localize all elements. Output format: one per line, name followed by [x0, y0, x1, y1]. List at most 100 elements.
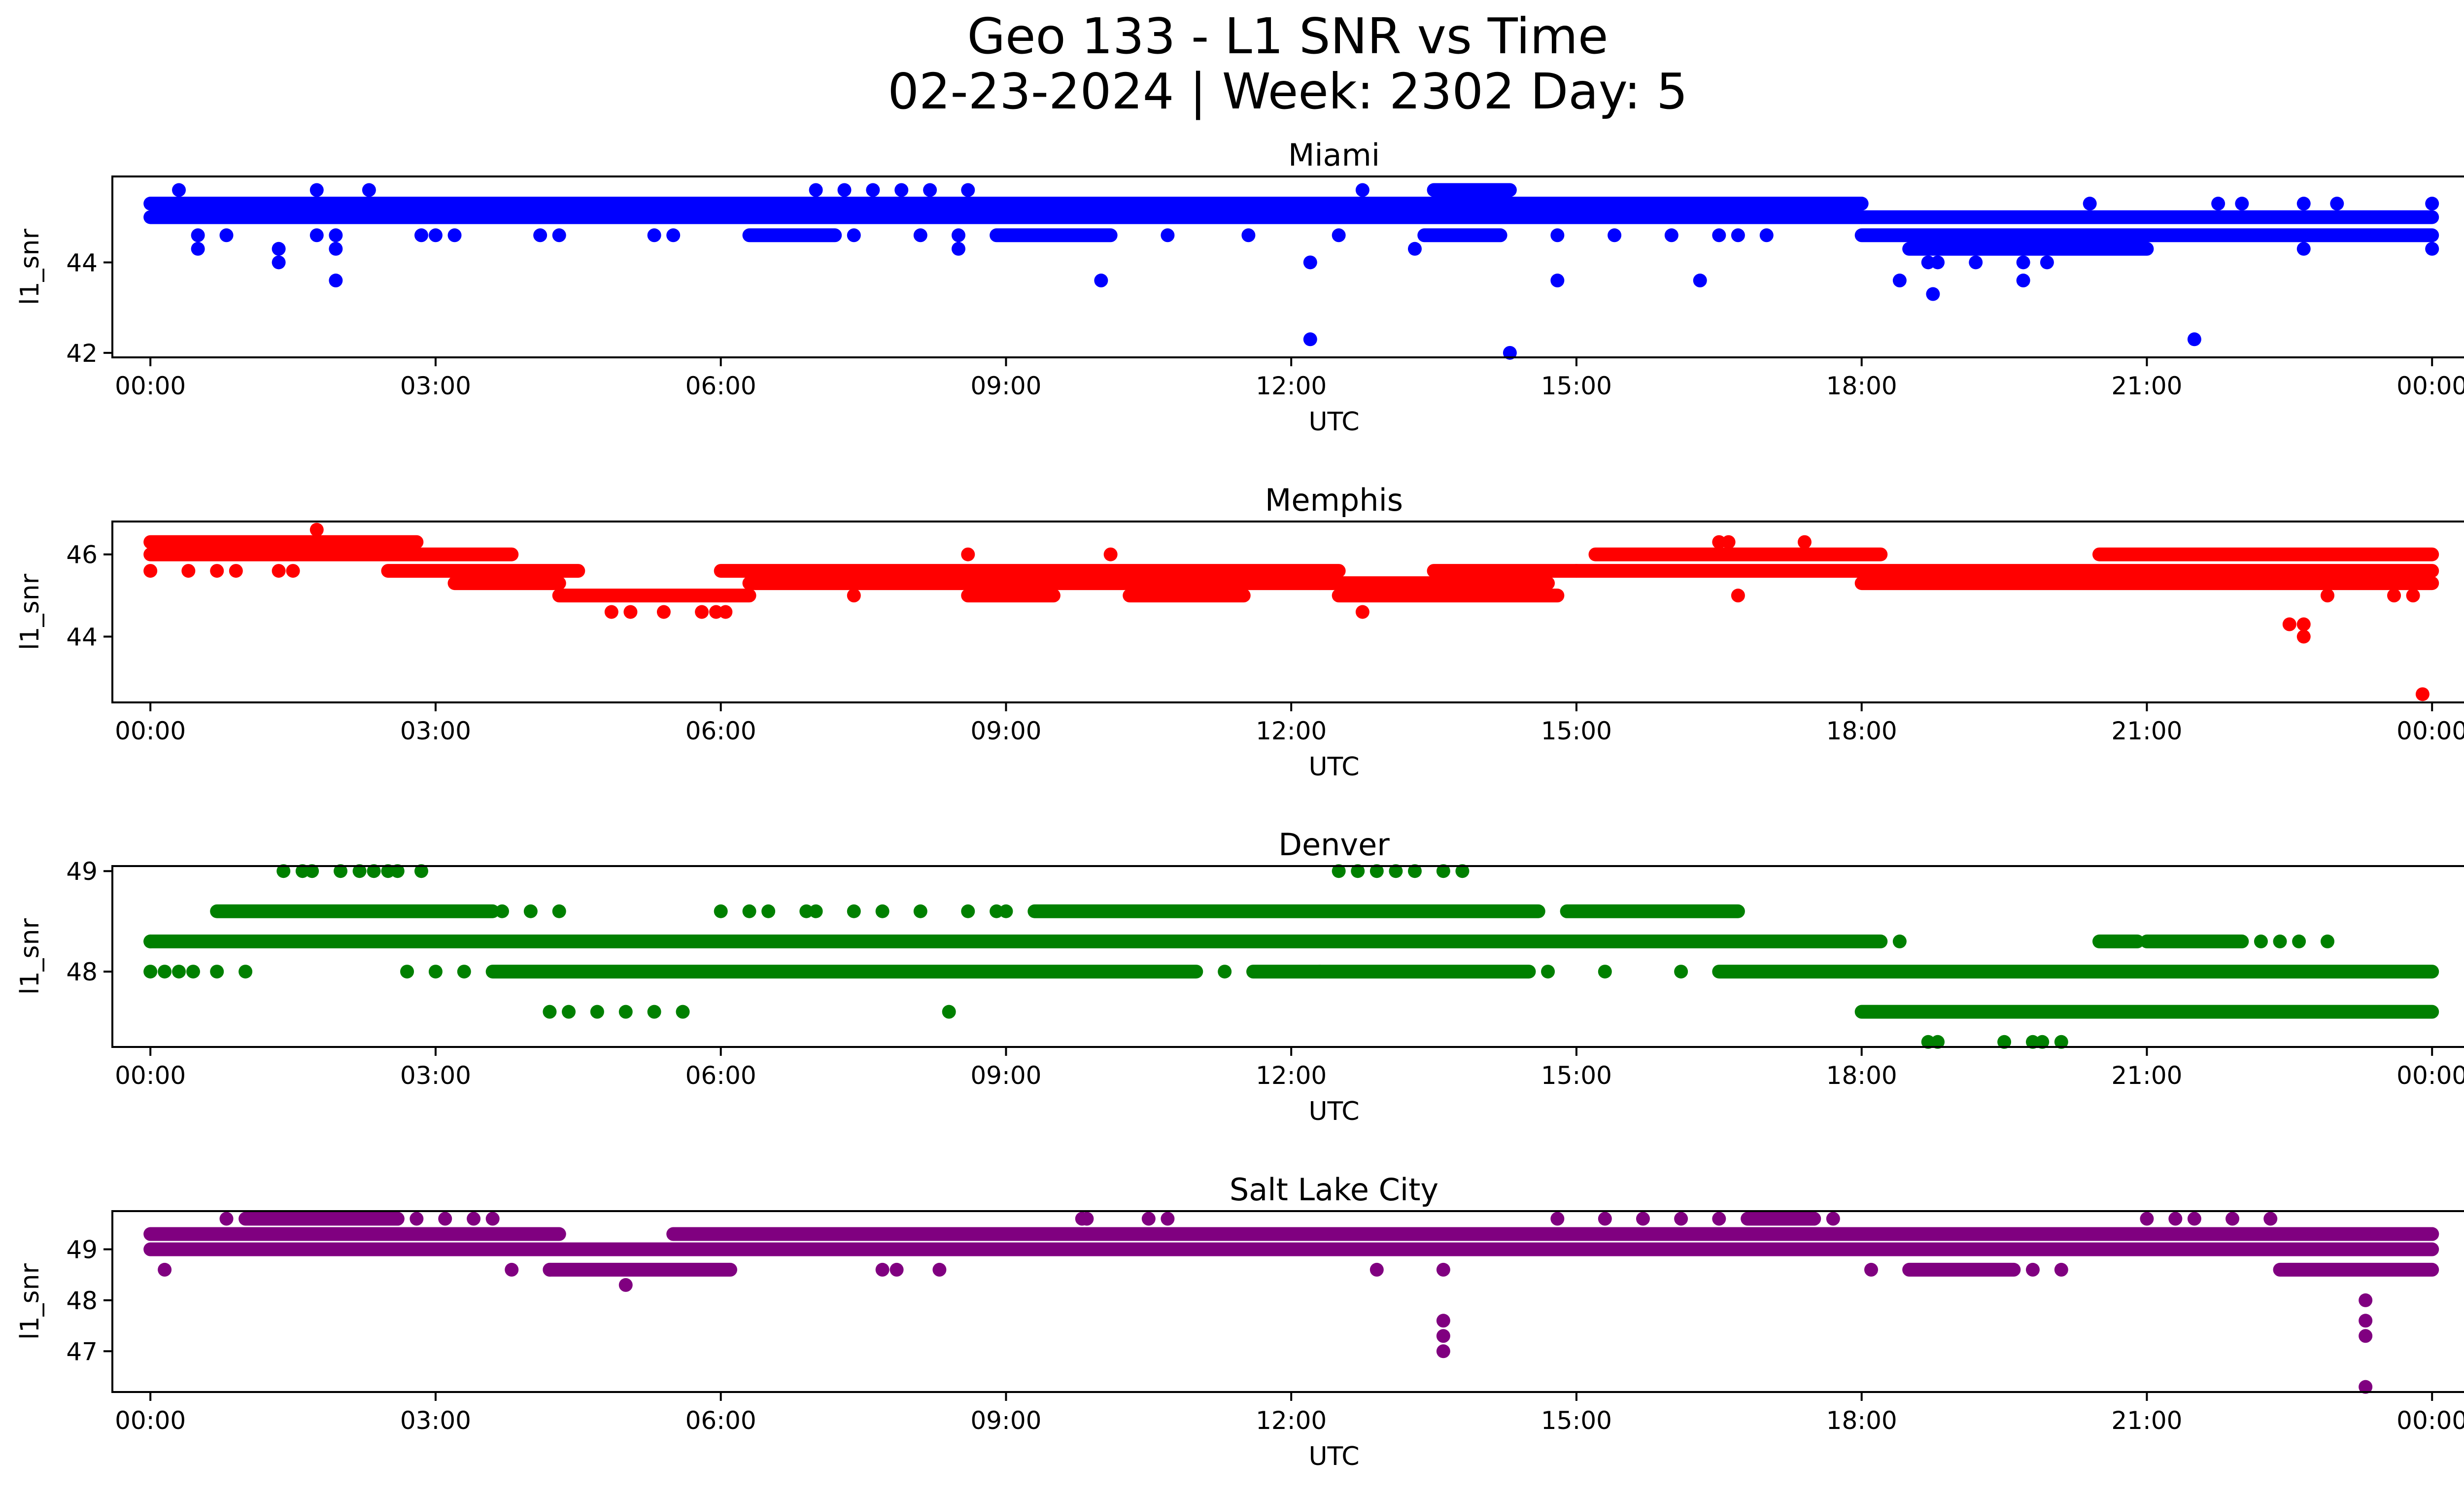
data-point	[438, 1212, 452, 1226]
data-point	[666, 228, 681, 243]
data-point	[400, 965, 414, 979]
data-point	[1218, 965, 1232, 979]
data-point	[2425, 197, 2439, 211]
data-point	[2296, 629, 2311, 644]
data-point	[932, 1262, 947, 1277]
data-point	[961, 904, 975, 918]
data-point	[181, 564, 196, 578]
data-point	[1332, 228, 1346, 243]
data-point	[1664, 228, 1678, 243]
data-point	[942, 1005, 956, 1019]
x-axis-label: UTC	[1308, 1097, 1359, 1126]
x-tick-label: 15:00	[1541, 1061, 1612, 1090]
data-point	[276, 864, 291, 878]
data-point	[1436, 1344, 1450, 1358]
x-tick-label: 12:00	[1256, 1061, 1327, 1090]
point-band	[990, 228, 1118, 243]
data-point	[329, 274, 343, 288]
data-point	[2292, 934, 2306, 948]
data-point	[695, 605, 709, 619]
x-tick-label: 18:00	[1826, 717, 1897, 745]
y-axis-label: l1_snr	[15, 573, 45, 650]
point-band	[1417, 228, 1507, 243]
data-point	[1332, 864, 1346, 878]
x-tick-label: 21:00	[2111, 1061, 2182, 1090]
data-point	[2140, 1212, 2154, 1226]
data-point	[410, 1212, 424, 1226]
data-point	[253, 1212, 267, 1226]
point-band	[381, 564, 585, 578]
x-tick-label: 18:00	[1826, 372, 1897, 400]
data-point	[2296, 242, 2311, 256]
data-point	[414, 864, 428, 878]
data-point	[1797, 535, 1812, 549]
point-band	[2140, 934, 2249, 948]
data-point	[143, 564, 158, 578]
point-band	[143, 535, 424, 549]
data-point	[295, 864, 309, 878]
data-point	[2425, 1227, 2439, 1241]
x-tick-label: 06:00	[685, 717, 756, 745]
point-band	[543, 1262, 737, 1277]
data-point	[447, 228, 462, 243]
data-point	[1436, 1329, 1450, 1343]
point-band	[1712, 965, 2439, 979]
data-point	[875, 1262, 890, 1277]
x-tick-label: 03:00	[400, 372, 471, 400]
data-point	[2296, 197, 2311, 211]
x-tick-label: 09:00	[970, 717, 1041, 745]
data-point	[276, 1212, 291, 1226]
y-tick-label: 44	[66, 623, 98, 652]
y-tick-label: 49	[66, 857, 98, 886]
data-point	[158, 1262, 172, 1277]
x-axis-label: UTC	[1308, 1442, 1359, 1471]
point-band	[1902, 1262, 2021, 1277]
x-tick-label: 06:00	[685, 1061, 756, 1090]
scatter-series	[143, 864, 2439, 1049]
data-point	[239, 965, 253, 979]
data-point	[143, 965, 158, 979]
point-band	[143, 1227, 566, 1241]
point-band	[1332, 589, 1565, 603]
point-band	[1902, 242, 2154, 256]
data-point	[1550, 228, 1565, 243]
data-point	[309, 183, 324, 197]
y-tick-label: 47	[66, 1337, 98, 1366]
data-point	[390, 864, 405, 878]
data-point	[647, 1005, 661, 1019]
data-point	[2330, 197, 2344, 211]
data-point	[485, 1212, 500, 1226]
data-point	[1351, 864, 1365, 878]
data-point	[2168, 1212, 2183, 1226]
x-tick-label: 09:00	[970, 1061, 1041, 1090]
data-point	[1997, 1035, 2012, 1049]
point-band	[143, 210, 1869, 224]
point-band	[742, 228, 842, 243]
data-point	[210, 965, 224, 979]
data-point	[305, 864, 319, 878]
data-point	[1931, 1035, 1945, 1049]
data-point	[2273, 934, 2287, 948]
scatter-series	[143, 522, 2439, 701]
x-tick-label: 15:00	[1541, 372, 1612, 400]
axes-frame	[111, 865, 2464, 1048]
point-band	[714, 564, 1346, 578]
data-point	[172, 965, 186, 979]
x-tick-label: 00:00	[2396, 1406, 2464, 1435]
data-point	[219, 1212, 234, 1226]
point-band	[485, 965, 1203, 979]
point-band	[143, 197, 1869, 211]
axes-frame	[111, 1210, 2464, 1393]
data-point	[428, 965, 443, 979]
data-point	[219, 228, 234, 243]
data-point	[809, 183, 823, 197]
data-point	[1759, 228, 1774, 243]
data-point	[847, 904, 861, 918]
point-band	[447, 576, 566, 591]
data-point	[309, 228, 324, 243]
subplot-title: Denver	[1278, 827, 1390, 863]
x-tick-label: 09:00	[970, 372, 1041, 400]
y-axis-label: l1_snr	[15, 228, 45, 305]
x-axis-label: UTC	[1308, 752, 1359, 782]
